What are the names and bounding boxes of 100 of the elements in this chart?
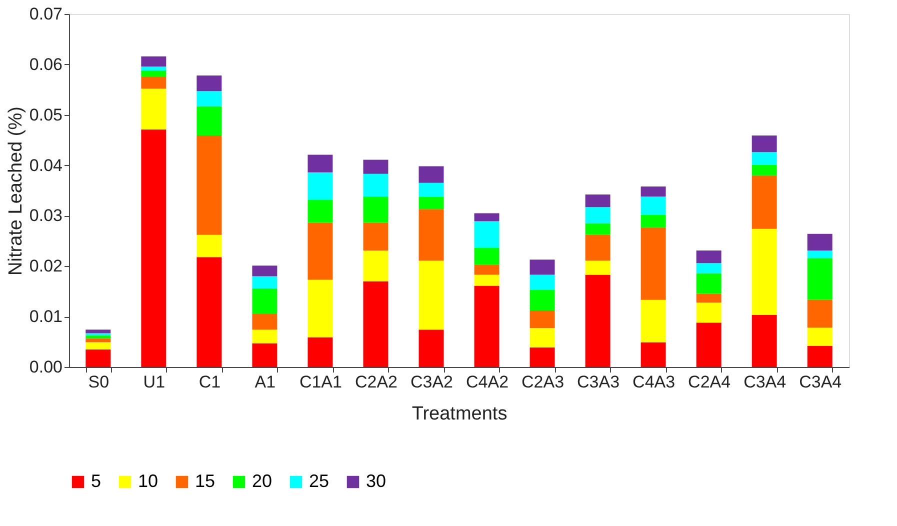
bar [252,276,278,288]
x-tick-label: C2A2 [354,372,398,392]
legend-label: 20 [252,471,272,491]
bar [196,91,222,106]
bar [640,342,666,367]
x-tick-label: C2A4 [688,372,731,392]
bar [585,207,610,224]
bar [696,322,722,367]
bar [141,77,166,89]
bar [807,258,832,300]
x-axis-title: Treatments [412,404,508,424]
bar [474,221,500,248]
bar [530,347,555,367]
bar [530,328,555,348]
bar [696,294,722,302]
bar [696,250,722,264]
x-tick-label: C2A3 [522,372,564,392]
bar [363,250,388,282]
bar [363,174,388,197]
bar [474,264,500,275]
bar [141,56,166,66]
y-tick-label: 0.02 [29,256,62,276]
bar [308,337,333,367]
bar [640,300,666,342]
bar [640,196,666,215]
x-tick-label: C3A4 [799,372,842,392]
bar [585,274,610,367]
bar [86,349,111,367]
bar [308,154,333,172]
bar [196,257,222,367]
bar [585,234,610,261]
bar [752,136,777,152]
y-tick-label: 0.01 [29,307,62,326]
x-tick-label: C1 [198,372,221,392]
legend-label: 5 [91,471,102,491]
y-tick-label: 0.05 [29,105,62,124]
legend-label: 15 [195,471,216,491]
bar [252,266,278,276]
bar [530,310,555,328]
bar [640,227,666,300]
bar [807,328,832,346]
bar [696,273,722,294]
bar [196,136,222,235]
x-tick-label: U1 [143,372,166,392]
bar [585,194,610,208]
y-tick-label: 0.04 [29,156,62,175]
bar [141,129,166,367]
y-tick-label: 0.07 [29,4,62,24]
bar [752,175,777,229]
bar [474,286,500,367]
bar [696,263,722,274]
bar [308,172,333,200]
legend-label: 30 [366,471,386,491]
bar [196,234,222,258]
bar [86,330,111,334]
bar [363,160,388,174]
bar [474,274,500,286]
legend-label: 10 [138,471,158,491]
x-tick-label: C3A2 [410,372,454,392]
bar [252,314,278,330]
bar [196,106,222,136]
legend-label: 25 [309,471,330,491]
bar [807,234,832,251]
y-axis-title: Nitrate Leached (%) [5,106,26,276]
bar [418,197,444,210]
bar [86,342,111,350]
bar [308,222,333,280]
bar [196,76,222,92]
bar [363,222,388,251]
bar [696,302,722,323]
bar [418,166,444,183]
x-tick-label: C4A3 [632,372,676,392]
bar [86,338,111,342]
x-tick-label: C1A1 [299,372,342,392]
bar [474,248,500,265]
bar [640,214,666,228]
bar [418,330,444,367]
bar [308,280,333,338]
bar [252,343,278,367]
bar [418,182,444,198]
bar [807,250,832,258]
bar [363,281,388,367]
bar [752,315,777,367]
bar [308,200,333,223]
bar [363,196,388,223]
x-tick-label: C3A3 [577,372,620,392]
bar [474,213,500,222]
bar [530,260,555,275]
bar [752,152,777,165]
bar [141,70,166,78]
bar [418,260,444,330]
bar [752,164,777,176]
x-tick-label: A1 [254,372,276,392]
bar [530,290,555,311]
bar [252,288,278,314]
bar [807,346,832,367]
y-tick-label: 0.00 [29,358,62,376]
bar [585,260,610,275]
bar [530,274,555,290]
y-tick-label: 0.03 [29,206,62,226]
